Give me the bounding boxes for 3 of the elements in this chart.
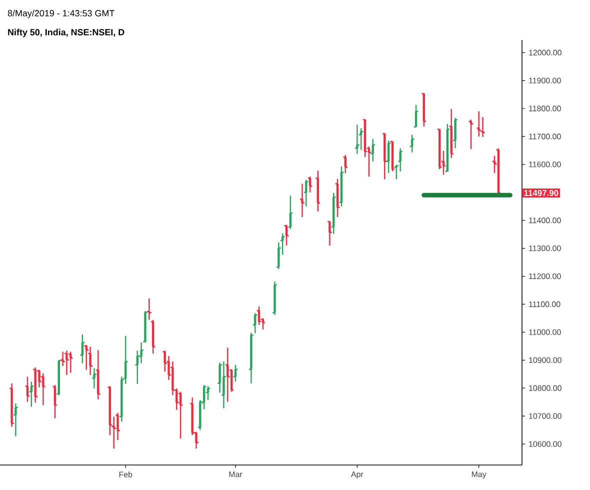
text: 11497.90 [524, 190, 558, 196]
chart-title: Nifty 50, India, NSE:NSEI, D [8, 28, 124, 38]
chart-subtitle: 8/May/2019 - 1:43:53 GMT [8, 10, 114, 18]
